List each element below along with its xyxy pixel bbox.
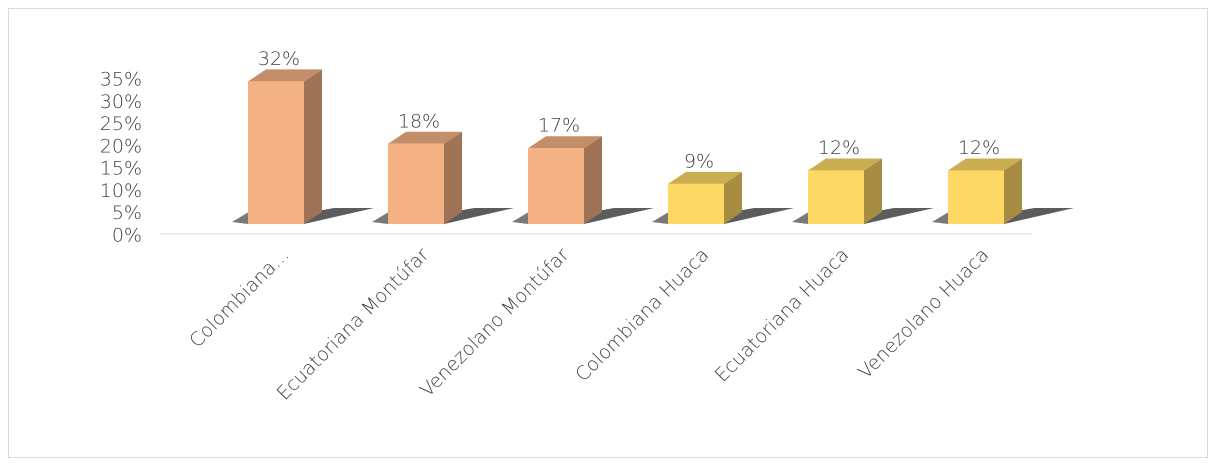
data-label: 9% [684,150,714,172]
data-label: 12% [958,137,1000,159]
bar-top [668,171,742,184]
bar-side [1004,158,1022,224]
data-label: 12% [818,137,860,159]
y-tick-label: 5% [112,202,142,224]
data-label: 18% [398,110,440,132]
bar-top [528,136,602,149]
y-tick-label: 15% [100,158,142,180]
bar [388,131,462,224]
bar [528,136,602,224]
bar-front [248,81,304,224]
bar-front [388,143,444,224]
bar-top [248,69,322,82]
data-label: 32% [258,48,300,70]
y-tick-label: 20% [100,135,142,157]
bar [248,69,322,224]
chart-frame [8,8,1208,458]
bar-side [304,69,322,224]
bar-front [528,148,584,224]
y-tick-label: 30% [100,91,142,113]
bar-side [584,136,602,224]
bar [808,158,882,224]
data-label: 17% [538,115,580,137]
bar-side [444,131,462,224]
bar [668,171,742,224]
bar-top [808,158,882,171]
bar-front [948,170,1004,224]
y-tick-label: 25% [100,113,142,135]
bar-top [388,131,462,144]
y-tick-label: 0% [112,225,142,247]
bar-front [808,170,864,224]
bar [948,158,1022,224]
bar-top [948,158,1022,171]
bar-side [864,158,882,224]
y-tick-label: 10% [100,180,142,202]
bar-front [668,183,724,224]
y-tick-label: 35% [100,69,142,91]
bar-side [724,171,742,224]
